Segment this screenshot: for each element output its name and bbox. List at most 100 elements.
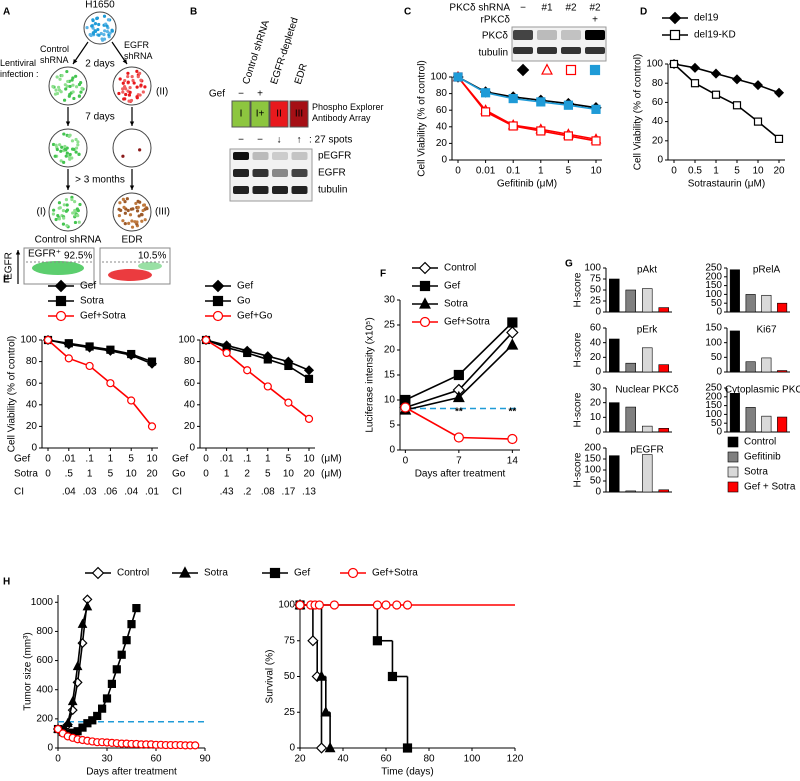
data-point — [711, 90, 721, 99]
bar — [608, 455, 620, 493]
header-value: #2 — [565, 3, 577, 14]
x-tick-label: 7 — [456, 456, 462, 467]
data-point — [54, 279, 68, 293]
data-point — [64, 339, 73, 348]
array-box — [231, 100, 251, 128]
lane-label: Control shRNA — [241, 19, 272, 86]
x-tick-label: 10 — [590, 166, 602, 177]
x-tick-label: 0 — [203, 454, 209, 465]
data-point — [506, 326, 519, 339]
legend-label: Sotra — [744, 467, 768, 478]
cell — [79, 90, 83, 94]
time-label: 7 days — [85, 112, 114, 123]
cell — [99, 31, 103, 36]
x-tick-label: 100 — [464, 754, 481, 765]
y-tick-label: 250 — [705, 383, 722, 394]
x-tick-label: 1 — [108, 454, 114, 465]
y-tick-label: 25 — [284, 707, 296, 718]
cell — [123, 200, 127, 204]
cell — [62, 203, 66, 207]
y-axis-label: Cell Viability (% of control) — [417, 60, 428, 177]
data-point — [710, 68, 722, 79]
arrow-head — [129, 185, 135, 190]
change-symbol: ↑ — [297, 135, 302, 146]
data-point — [147, 357, 157, 366]
cell — [65, 203, 69, 207]
y-tick-label: 50 — [590, 285, 602, 296]
cell — [143, 218, 147, 222]
data-point — [668, 11, 682, 25]
array-box-label: I+ — [256, 109, 265, 120]
array-box-label: I — [240, 109, 243, 120]
x-tick-label: 2 — [244, 469, 250, 480]
cell — [63, 147, 67, 151]
x-tick-label: 10 — [283, 469, 295, 480]
cell — [128, 85, 132, 90]
data-point — [93, 711, 102, 721]
data-point — [85, 361, 94, 371]
cell — [122, 85, 127, 89]
cell — [74, 137, 78, 142]
x-tick-label: 0.5 — [688, 166, 702, 177]
y-axis-label: Cell Viability (% of control) — [7, 336, 18, 453]
data-point — [453, 72, 463, 82]
x-tick-label: 5 — [734, 166, 740, 177]
y-tick-label: 100 — [584, 465, 601, 476]
cell — [123, 78, 127, 83]
cell — [96, 27, 100, 32]
time-label: > 3 months — [75, 175, 125, 186]
cell — [61, 209, 66, 213]
cell — [61, 222, 66, 226]
x-row-label: Gef — [14, 454, 30, 465]
ci-value: .04 — [62, 487, 76, 498]
y-tick-label: 25 — [590, 296, 602, 307]
data-point — [304, 414, 314, 423]
y-tick-label: 20 — [590, 352, 602, 363]
x-tick-label: 1 — [224, 469, 230, 480]
y-tick-label: 30 — [590, 383, 602, 394]
cell — [80, 86, 84, 91]
data-point — [127, 396, 136, 405]
group-label: (II) — [156, 87, 168, 98]
data-point — [211, 279, 225, 293]
y-tick-label: 100 — [705, 337, 722, 348]
cell — [76, 143, 80, 147]
bar — [729, 392, 740, 433]
flow-axis-label: EGFR — [4, 252, 15, 280]
data-point — [536, 126, 546, 136]
bar — [777, 416, 788, 433]
data-point — [402, 743, 413, 753]
x-tick-label: 5 — [286, 454, 292, 465]
y-tick-label: 100 — [430, 72, 447, 83]
data-point — [97, 704, 107, 713]
legend-label: Sotra — [204, 568, 228, 579]
series-line — [673, 63, 780, 140]
ci-value: .03 — [83, 487, 97, 498]
y-tick-label: 75 — [284, 635, 296, 646]
cell — [72, 96, 76, 101]
x-tick-label: 1 — [265, 454, 271, 465]
data-point — [243, 348, 252, 358]
y-tick-label: 100 — [178, 335, 195, 346]
data-point — [536, 97, 546, 107]
data-point — [452, 390, 465, 403]
cell — [63, 83, 67, 87]
y-axis-label: H-score — [573, 272, 584, 307]
x-tick-label: 1 — [87, 469, 93, 480]
bar — [625, 289, 636, 313]
cell — [97, 22, 101, 27]
data-point — [541, 63, 553, 75]
bar — [625, 490, 636, 493]
data-point — [314, 600, 324, 610]
data-point — [304, 374, 314, 383]
array-box-label: III — [295, 109, 303, 120]
y-tick-label: 30 — [384, 295, 396, 306]
cell — [126, 74, 130, 79]
x-tick-label: 5 — [566, 166, 572, 177]
x-tick-label: 1 — [713, 166, 719, 177]
cell — [55, 147, 59, 152]
y-tick-label: 0 — [716, 367, 722, 378]
x-tick-label: 20 — [294, 754, 306, 765]
group-name: EDR — [121, 235, 142, 246]
treatment-sign: + — [257, 89, 263, 100]
